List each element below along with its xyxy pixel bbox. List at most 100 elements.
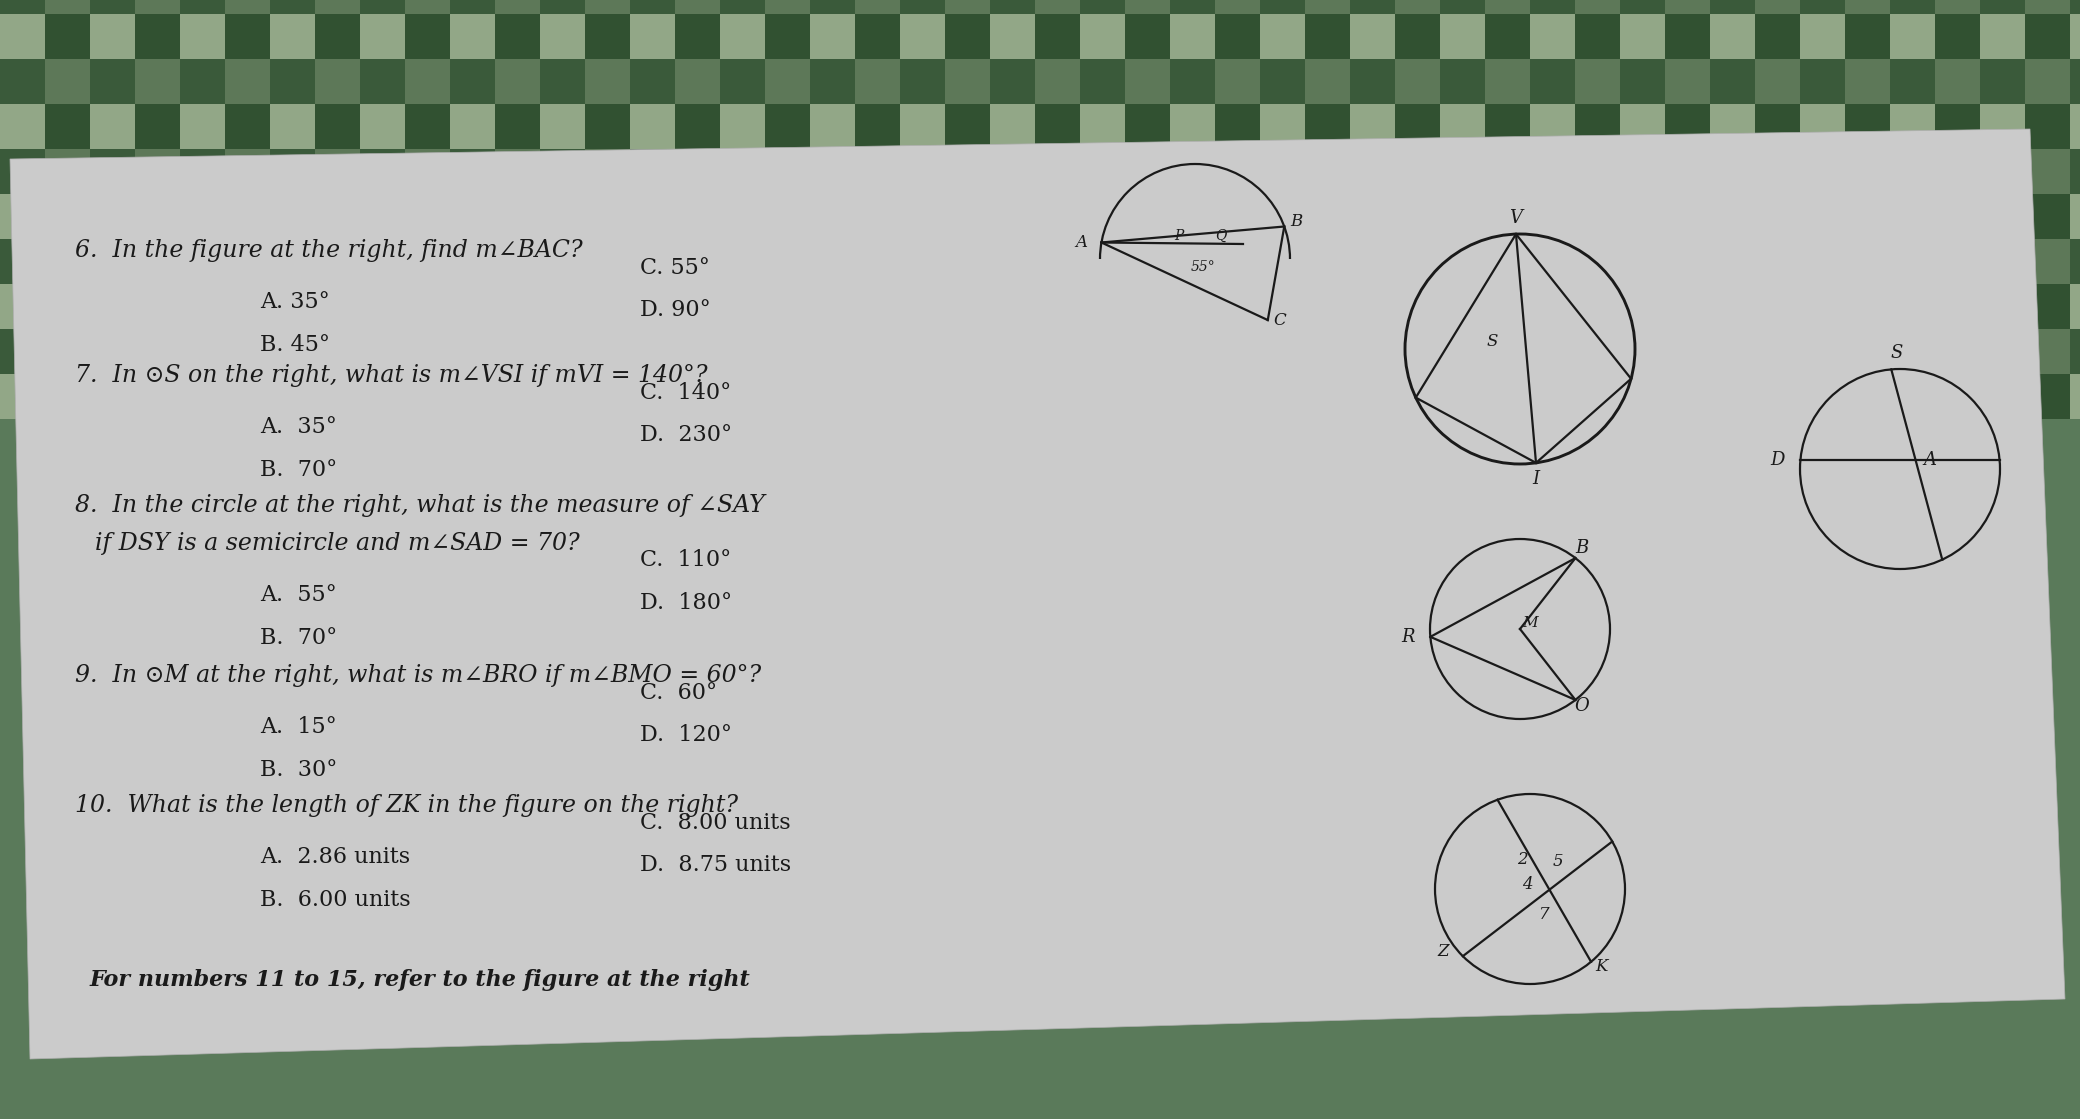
Bar <box>225 149 270 194</box>
Bar <box>1036 149 1080 194</box>
Bar <box>1125 59 1169 104</box>
Bar <box>46 59 89 104</box>
Bar <box>1934 59 1980 104</box>
Text: 9.  In ⊙M at the right, what is m∠BRO if m∠BMO = 60°?: 9. In ⊙M at the right, what is m∠BRO if … <box>75 664 761 687</box>
Bar <box>1439 194 1485 239</box>
Bar <box>1799 374 1845 419</box>
Text: S: S <box>1487 332 1498 349</box>
Bar <box>855 149 901 194</box>
Text: 2: 2 <box>1516 852 1527 868</box>
Text: B.  70°: B. 70° <box>260 627 337 649</box>
Bar <box>1350 104 1396 149</box>
Bar <box>270 284 314 329</box>
Text: C.  140°: C. 140° <box>641 382 732 404</box>
Bar <box>630 284 676 329</box>
Text: D: D <box>1770 451 1785 469</box>
Bar <box>449 194 495 239</box>
Bar <box>1485 0 1531 419</box>
Text: V: V <box>1510 209 1523 227</box>
Bar <box>944 0 990 419</box>
Text: O: O <box>1575 697 1589 715</box>
Bar <box>1891 104 1934 149</box>
Bar <box>809 104 855 149</box>
Bar <box>495 149 541 194</box>
Bar <box>1531 374 1575 419</box>
Bar <box>314 0 360 15</box>
Bar <box>270 374 314 419</box>
Text: if DSY is a semicircle and m∠SAD = 70?: if DSY is a semicircle and m∠SAD = 70? <box>96 532 580 555</box>
Bar <box>1575 0 1620 419</box>
Bar <box>0 0 2080 419</box>
Bar <box>225 0 270 15</box>
Bar <box>944 59 990 104</box>
Bar <box>1980 194 2026 239</box>
Text: A: A <box>1075 234 1088 251</box>
Bar <box>1845 0 1891 15</box>
Bar <box>1980 374 2026 419</box>
Bar <box>1575 149 1620 194</box>
Bar <box>1260 104 1304 149</box>
Bar <box>1799 284 1845 329</box>
Bar <box>765 0 809 419</box>
Bar <box>1350 15 1396 59</box>
Bar <box>855 239 901 284</box>
Text: I: I <box>1533 470 1539 488</box>
Text: 7: 7 <box>1539 906 1550 923</box>
Bar <box>406 59 449 104</box>
Bar <box>449 15 495 59</box>
Bar <box>1664 329 1710 374</box>
Bar <box>181 15 225 59</box>
Bar <box>1934 329 1980 374</box>
Bar <box>1396 239 1439 284</box>
Bar <box>1664 239 1710 284</box>
Bar <box>2070 194 2080 239</box>
Text: C. 55°: C. 55° <box>641 257 709 279</box>
Bar <box>2026 149 2070 194</box>
Bar <box>46 0 89 15</box>
Bar <box>0 374 46 419</box>
Bar <box>1036 0 1080 15</box>
Bar <box>225 239 270 284</box>
Bar <box>990 284 1036 329</box>
Text: 8.  In the circle at the right, what is the measure of ∠SAY: 8. In the circle at the right, what is t… <box>75 493 765 517</box>
Bar <box>1080 194 1125 239</box>
Text: D. 90°: D. 90° <box>641 299 711 321</box>
Bar <box>541 194 584 239</box>
Bar <box>2026 0 2070 15</box>
Bar <box>1036 239 1080 284</box>
Bar <box>46 0 89 419</box>
Bar <box>360 104 406 149</box>
Bar <box>630 15 676 59</box>
Bar <box>270 194 314 239</box>
Bar <box>1891 15 1934 59</box>
Text: B.  70°: B. 70° <box>260 459 337 481</box>
Bar <box>1845 0 1891 419</box>
Bar <box>1845 239 1891 284</box>
Bar <box>584 59 630 104</box>
Bar <box>1710 104 1756 149</box>
Bar <box>1080 284 1125 329</box>
Bar <box>541 284 584 329</box>
Bar <box>855 0 901 419</box>
Text: B.  30°: B. 30° <box>260 759 337 781</box>
Bar <box>406 0 449 419</box>
Bar <box>360 194 406 239</box>
Bar <box>406 149 449 194</box>
Bar <box>2026 59 2070 104</box>
Bar <box>720 374 765 419</box>
Bar <box>1169 194 1215 239</box>
Bar <box>584 149 630 194</box>
Bar <box>584 0 630 15</box>
Bar <box>1125 239 1169 284</box>
Text: A.  55°: A. 55° <box>260 584 337 606</box>
Bar <box>1934 0 1980 15</box>
Text: C.  8.00 units: C. 8.00 units <box>641 812 790 834</box>
Bar <box>1485 239 1531 284</box>
Bar <box>314 149 360 194</box>
Bar <box>181 284 225 329</box>
Bar <box>990 104 1036 149</box>
Bar <box>1169 15 1215 59</box>
Bar <box>630 374 676 419</box>
Bar <box>1756 239 1799 284</box>
Bar <box>765 149 809 194</box>
